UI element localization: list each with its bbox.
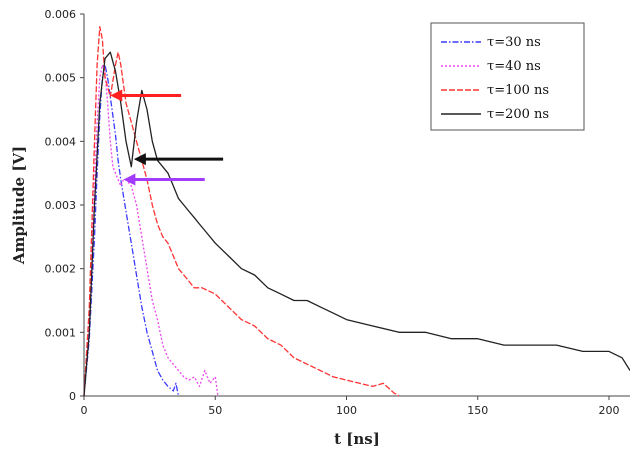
x-axis-title: t [ns] — [334, 430, 380, 448]
y-tick-label: 0.006 — [45, 8, 77, 21]
annotation-arrow-1 — [110, 89, 182, 102]
y-axis-title: Amplitude [V] — [10, 146, 28, 265]
y-tick-label: 0.002 — [45, 263, 77, 276]
legend-label-2: τ=40 ns — [487, 59, 541, 74]
series-line-3 — [83, 26, 400, 397]
arrow-head — [110, 89, 123, 102]
legend: τ=30 ns τ=40 ns τ=100 ns τ=200 ns — [430, 22, 585, 131]
series-line-4 — [83, 51, 630, 397]
arrow-head — [123, 173, 136, 186]
x-tick-label: 100 — [336, 404, 357, 417]
series-line-2 — [83, 64, 219, 397]
x-ticks: 0 50 100 150 200 — [81, 396, 620, 417]
annotation-arrow-2 — [133, 153, 224, 166]
legend-box — [430, 22, 585, 131]
legend-label-4: τ=200 ns — [487, 107, 549, 122]
y-tick-label: 0.004 — [45, 135, 77, 148]
series-line-1 — [83, 64, 180, 397]
y-tick-label: 0.003 — [45, 199, 77, 212]
y-ticks: 0 0.001 0.002 0.003 0.004 0.005 0.006 — [45, 8, 84, 403]
series-layer — [83, 26, 630, 397]
y-tick-label: 0.005 — [45, 72, 77, 85]
legend-label-3: τ=100 ns — [487, 83, 549, 98]
x-tick-label: 50 — [208, 404, 222, 417]
arrow-head — [133, 153, 146, 166]
legend-label-1: τ=30 ns — [487, 35, 541, 50]
x-tick-label: 200 — [599, 404, 620, 417]
x-tick-label: 0 — [81, 404, 88, 417]
annotation-layer — [110, 89, 224, 186]
annotation-arrow-3 — [123, 173, 205, 186]
x-tick-label: 150 — [467, 404, 488, 417]
y-tick-label: 0.001 — [45, 326, 77, 339]
y-tick-label: 0 — [69, 390, 76, 403]
